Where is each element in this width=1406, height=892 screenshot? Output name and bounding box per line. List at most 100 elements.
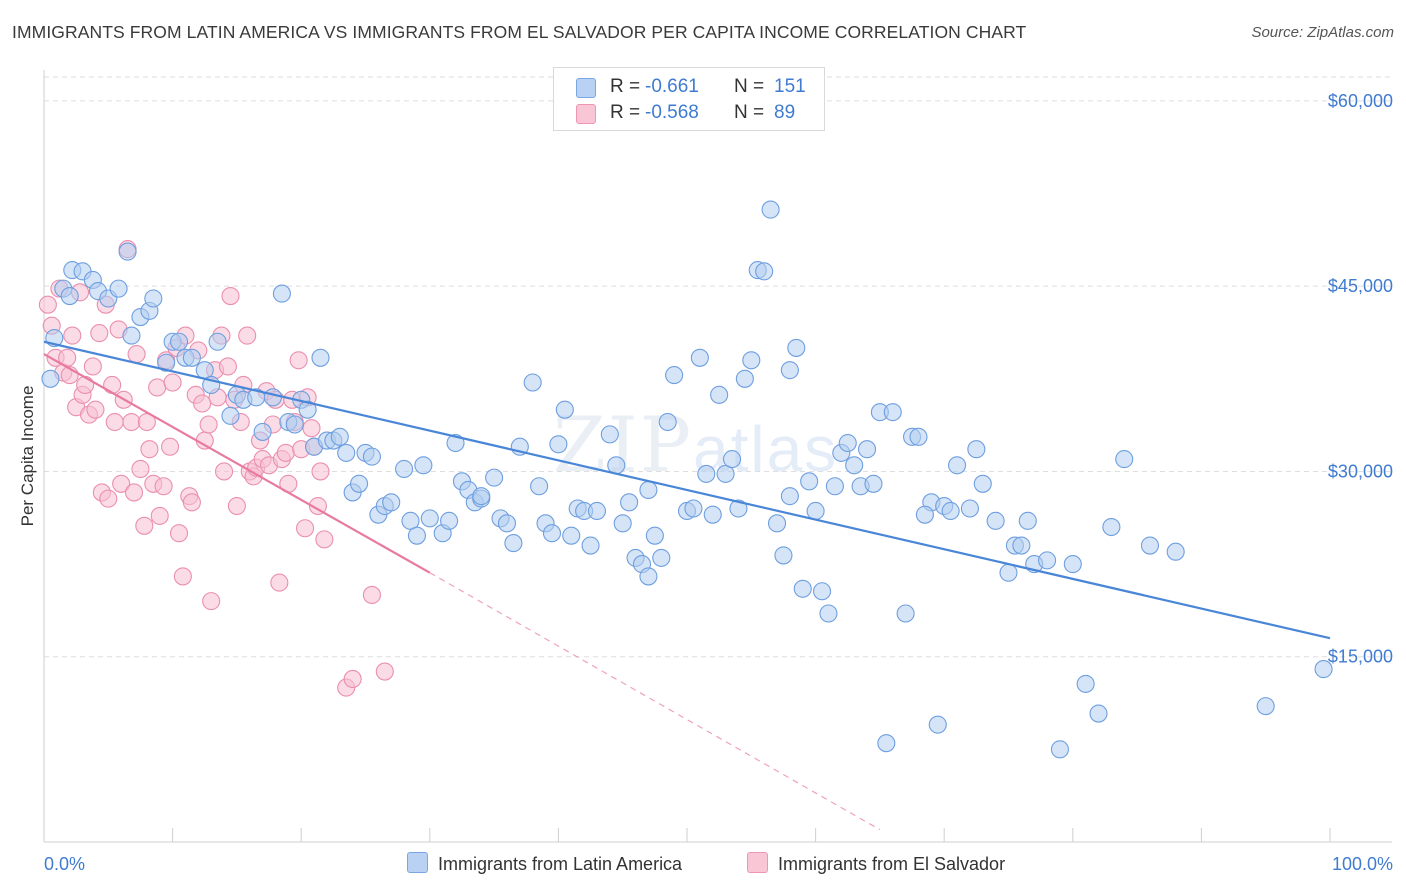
point-latin-america — [382, 493, 401, 512]
point-latin-america — [549, 435, 568, 454]
point-el-salvador — [218, 357, 237, 376]
point-el-salvador — [296, 519, 315, 538]
point-latin-america — [555, 400, 574, 419]
point-latin-america — [864, 474, 883, 493]
point-latin-america — [1256, 697, 1275, 716]
x-tick-label: 0.0% — [44, 854, 85, 874]
point-el-salvador — [227, 496, 246, 516]
point-latin-america — [722, 450, 742, 469]
point-latin-america — [1012, 536, 1031, 555]
point-latin-america — [253, 422, 272, 441]
legend-swatch-el-salvador — [576, 104, 596, 124]
point-el-salvador — [221, 286, 240, 306]
point-el-salvador — [112, 474, 131, 493]
point-el-salvador — [105, 412, 124, 432]
point-latin-america — [1314, 660, 1333, 679]
point-el-salvador — [182, 493, 201, 512]
point-el-salvador — [99, 489, 118, 508]
point-latin-america — [690, 348, 709, 367]
legend-n-label: N = — [734, 76, 765, 97]
point-el-salvador — [199, 415, 218, 434]
point-latin-america — [819, 604, 838, 623]
legend-n-label: N = — [734, 102, 765, 123]
point-el-salvador — [124, 483, 144, 502]
point-latin-america — [208, 332, 227, 351]
point-latin-america — [909, 427, 928, 446]
axis-labels: $15,000 $30,000 $45,000 $60,000 0.0% 100.0% Pe… — [18, 91, 1393, 874]
point-latin-america — [182, 348, 201, 367]
point-latin-america — [272, 284, 291, 303]
point-el-salvador — [169, 524, 189, 543]
point-latin-america — [883, 403, 902, 422]
point-latin-america — [697, 464, 716, 483]
point-latin-america — [1102, 517, 1121, 537]
point-latin-america — [877, 734, 896, 753]
trend-line-latin-america — [43, 340, 1331, 640]
grid — [44, 76, 1392, 658]
point-latin-america — [144, 289, 163, 308]
point-latin-america — [780, 487, 799, 506]
axes — [43, 70, 1392, 843]
point-el-salvador — [131, 459, 150, 479]
bottom-legend-swatch-el-salvador — [747, 852, 768, 873]
point-latin-america — [703, 505, 722, 524]
point-latin-america — [941, 501, 960, 521]
point-latin-america — [1018, 511, 1037, 530]
x-tick-label: 100.0% — [1332, 854, 1393, 874]
point-latin-america — [221, 406, 240, 425]
point-el-salvador — [76, 375, 95, 395]
point-latin-america — [1050, 740, 1069, 759]
point-latin-america — [812, 582, 832, 601]
point-latin-america — [362, 447, 381, 466]
point-latin-america — [581, 536, 600, 555]
point-latin-america — [472, 487, 491, 506]
legend-swatch-latin-america — [576, 78, 596, 98]
source-label: Source: ZipAtlas.com — [1251, 24, 1394, 41]
point-latin-america — [122, 326, 141, 345]
point-latin-america — [420, 509, 439, 528]
point-el-salvador — [63, 326, 82, 345]
trend-extension-el-salvador — [429, 572, 881, 831]
point-latin-america — [109, 279, 128, 298]
point-el-salvador — [375, 662, 394, 681]
point-latin-america — [928, 715, 947, 734]
point-latin-america — [967, 440, 986, 459]
point-latin-america — [896, 604, 915, 623]
point-el-salvador — [238, 326, 257, 345]
point-el-salvador — [90, 324, 109, 343]
point-latin-america — [41, 369, 60, 388]
point-latin-america — [337, 443, 356, 462]
point-latin-america — [169, 332, 189, 351]
point-latin-america — [600, 425, 619, 444]
point-latin-america — [1076, 674, 1095, 693]
point-latin-america — [915, 505, 934, 524]
bottom-legend-el-salvador: Immigrants from El Salvador — [747, 852, 1005, 875]
point-el-salvador — [140, 440, 159, 459]
point-el-salvador — [122, 412, 141, 432]
point-latin-america — [755, 262, 774, 281]
point-latin-america — [973, 474, 992, 493]
point-latin-america — [742, 351, 761, 370]
trend-lines — [43, 340, 1331, 831]
point-latin-america — [542, 524, 562, 543]
point-latin-america — [729, 499, 748, 518]
point-el-salvador — [160, 437, 180, 456]
correlation-legend: R = -0.661 N = 151 R = -0.568 N = 89 — [553, 67, 825, 131]
point-el-salvador — [127, 345, 146, 364]
point-latin-america — [800, 472, 819, 491]
point-latin-america — [157, 353, 176, 372]
point-latin-america — [395, 459, 414, 479]
point-latin-america — [948, 456, 967, 475]
point-latin-america — [620, 493, 639, 512]
y-tick-label: $15,000 — [1328, 647, 1393, 667]
point-el-salvador — [193, 394, 212, 413]
point-el-salvador — [289, 351, 308, 370]
point-latin-america — [446, 433, 465, 453]
point-latin-america — [118, 242, 137, 261]
point-el-salvador — [103, 375, 122, 395]
point-latin-america — [767, 514, 787, 533]
point-el-salvador — [302, 419, 321, 438]
point-latin-america — [665, 366, 684, 385]
y-axis-title: Per Capita Income — [18, 386, 37, 527]
